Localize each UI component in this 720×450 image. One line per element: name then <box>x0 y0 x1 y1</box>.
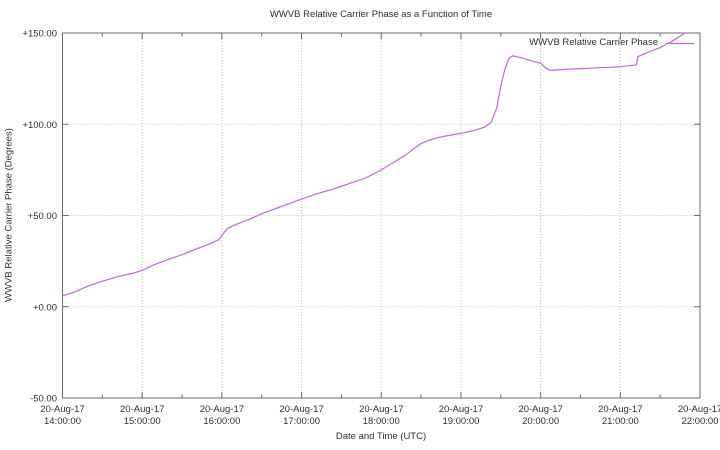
y-tick-label: +50.00 <box>28 211 57 222</box>
x-tick-label-time: 19:00:00 <box>442 416 479 427</box>
x-tick-label-time: 16:00:00 <box>203 416 240 427</box>
x-tick-label-time: 18:00:00 <box>363 416 400 427</box>
y-tick-label: -50.00 <box>30 394 57 405</box>
x-tick-label-date: 20-Aug-17 <box>359 404 403 415</box>
x-tick-label-time: 17:00:00 <box>283 416 320 427</box>
x-tick-label-time: 20:00:00 <box>522 416 559 427</box>
x-tick-label-date: 20-Aug-17 <box>200 404 244 415</box>
y-tick-label: +150.00 <box>22 29 57 40</box>
x-tick-label-date: 20-Aug-17 <box>40 404 84 415</box>
x-axis-label: Date and Time (UTC) <box>335 431 427 442</box>
x-tick-label-date: 20-Aug-17 <box>279 404 323 415</box>
y-tick-label: +0.00 <box>33 302 57 313</box>
x-tick-label-time: 22:00:00 <box>682 416 719 427</box>
x-tick-label-date: 20-Aug-17 <box>120 404 164 415</box>
y-tick-label: +100.00 <box>22 120 57 131</box>
legend-label: WWVB Relative Carrier Phase <box>529 37 658 48</box>
series-line <box>61 32 686 297</box>
x-tick-label-date: 20-Aug-17 <box>678 404 720 415</box>
x-tick-label-date: 20-Aug-17 <box>598 404 642 415</box>
x-tick-label-date: 20-Aug-17 <box>518 404 562 415</box>
x-tick-label-time: 21:00:00 <box>602 416 639 427</box>
x-tick-label-time: 14:00:00 <box>44 416 81 427</box>
x-tick-label-time: 15:00:00 <box>124 416 161 427</box>
chart-title: WWVB Relative Carrier Phase as a Functio… <box>269 9 493 20</box>
x-tick-label-date: 20-Aug-17 <box>439 404 483 415</box>
